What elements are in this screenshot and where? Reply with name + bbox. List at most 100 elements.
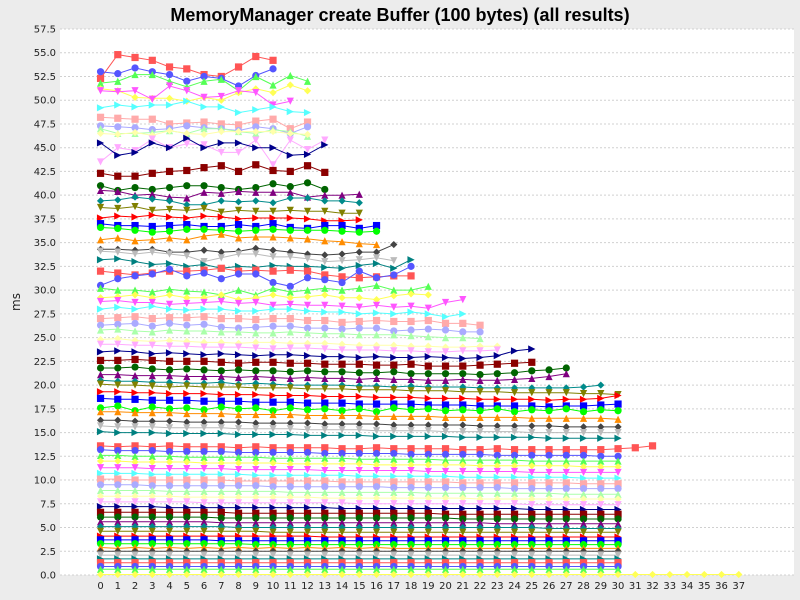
data-point — [545, 528, 553, 536]
x-tick-label: 23 — [491, 581, 504, 592]
data-point — [459, 510, 467, 518]
data-point — [424, 310, 432, 318]
data-point — [493, 515, 501, 523]
data-point — [165, 227, 174, 235]
data-point — [131, 469, 139, 477]
data-point — [200, 527, 208, 535]
data-point — [131, 543, 139, 552]
data-point — [234, 108, 243, 117]
data-point — [476, 559, 484, 567]
data-point — [217, 447, 225, 456]
data-point — [148, 458, 156, 466]
data-point — [372, 386, 381, 394]
data-point — [338, 227, 346, 235]
data-point — [269, 246, 277, 254]
data-point — [355, 240, 363, 248]
data-point — [183, 493, 191, 501]
data-point — [510, 520, 519, 528]
data-point — [217, 476, 225, 484]
data-point — [269, 329, 277, 337]
data-point — [286, 391, 294, 400]
data-point — [165, 144, 174, 152]
data-point — [476, 446, 484, 454]
data-point — [131, 128, 139, 137]
data-point — [441, 551, 450, 559]
data-point — [545, 457, 553, 465]
series — [96, 113, 312, 133]
data-point — [148, 565, 156, 573]
data-point — [200, 144, 208, 152]
data-point — [114, 293, 122, 301]
data-point — [252, 106, 260, 114]
data-point — [579, 551, 588, 559]
data-point — [355, 317, 363, 326]
data-point — [252, 565, 260, 573]
data-point — [390, 547, 398, 555]
data-point — [321, 559, 329, 567]
data-point — [338, 509, 346, 517]
data-point — [183, 482, 191, 490]
data-point — [407, 421, 415, 429]
data-point — [476, 347, 484, 355]
data-point — [493, 428, 501, 436]
data-point — [562, 559, 570, 567]
data-point — [183, 357, 191, 365]
data-point — [217, 453, 225, 461]
data-point — [562, 389, 570, 397]
data-point — [96, 551, 105, 559]
data-point — [148, 382, 156, 390]
data-point — [424, 478, 432, 486]
data-point — [183, 201, 191, 209]
data-point — [165, 570, 174, 579]
data-point — [441, 394, 450, 402]
data-point — [510, 422, 519, 430]
data-point — [476, 523, 484, 532]
data-point — [114, 314, 122, 322]
data-point — [96, 388, 105, 396]
data-point — [459, 334, 467, 342]
data-point — [131, 148, 139, 157]
data-point — [355, 420, 363, 428]
data-point — [269, 523, 277, 532]
data-point — [528, 510, 536, 518]
data-point — [303, 367, 312, 375]
data-point — [114, 172, 122, 180]
data-point — [114, 123, 122, 131]
data-point — [96, 404, 105, 412]
data-point — [286, 344, 294, 352]
data-point — [183, 299, 191, 308]
data-point — [114, 451, 122, 459]
data-point — [148, 328, 156, 336]
data-point — [200, 424, 208, 432]
data-point — [372, 412, 381, 421]
data-point — [372, 331, 381, 339]
data-point — [165, 559, 174, 567]
y-tick-label: 20.0 — [34, 381, 56, 392]
data-point — [390, 303, 398, 311]
data-point — [96, 214, 105, 222]
data-point — [476, 537, 484, 545]
data-point — [597, 551, 605, 559]
data-point — [114, 212, 122, 220]
series — [96, 422, 622, 437]
data-point — [528, 468, 536, 477]
data-point — [269, 459, 277, 467]
x-tick-label: 35 — [698, 581, 711, 592]
data-point — [252, 136, 260, 144]
data-point — [148, 365, 156, 373]
data-point — [269, 65, 277, 73]
data-point — [597, 484, 605, 493]
data-point — [252, 425, 260, 433]
data-point — [597, 510, 605, 518]
data-point — [441, 570, 450, 579]
data-point — [96, 522, 105, 531]
data-point — [286, 374, 294, 383]
data-point — [303, 519, 312, 527]
data-point — [234, 359, 243, 367]
data-point — [252, 459, 260, 467]
data-point — [372, 346, 381, 354]
data-point — [269, 514, 277, 522]
data-point — [217, 189, 225, 197]
data-point — [303, 215, 312, 223]
data-point — [114, 443, 122, 451]
